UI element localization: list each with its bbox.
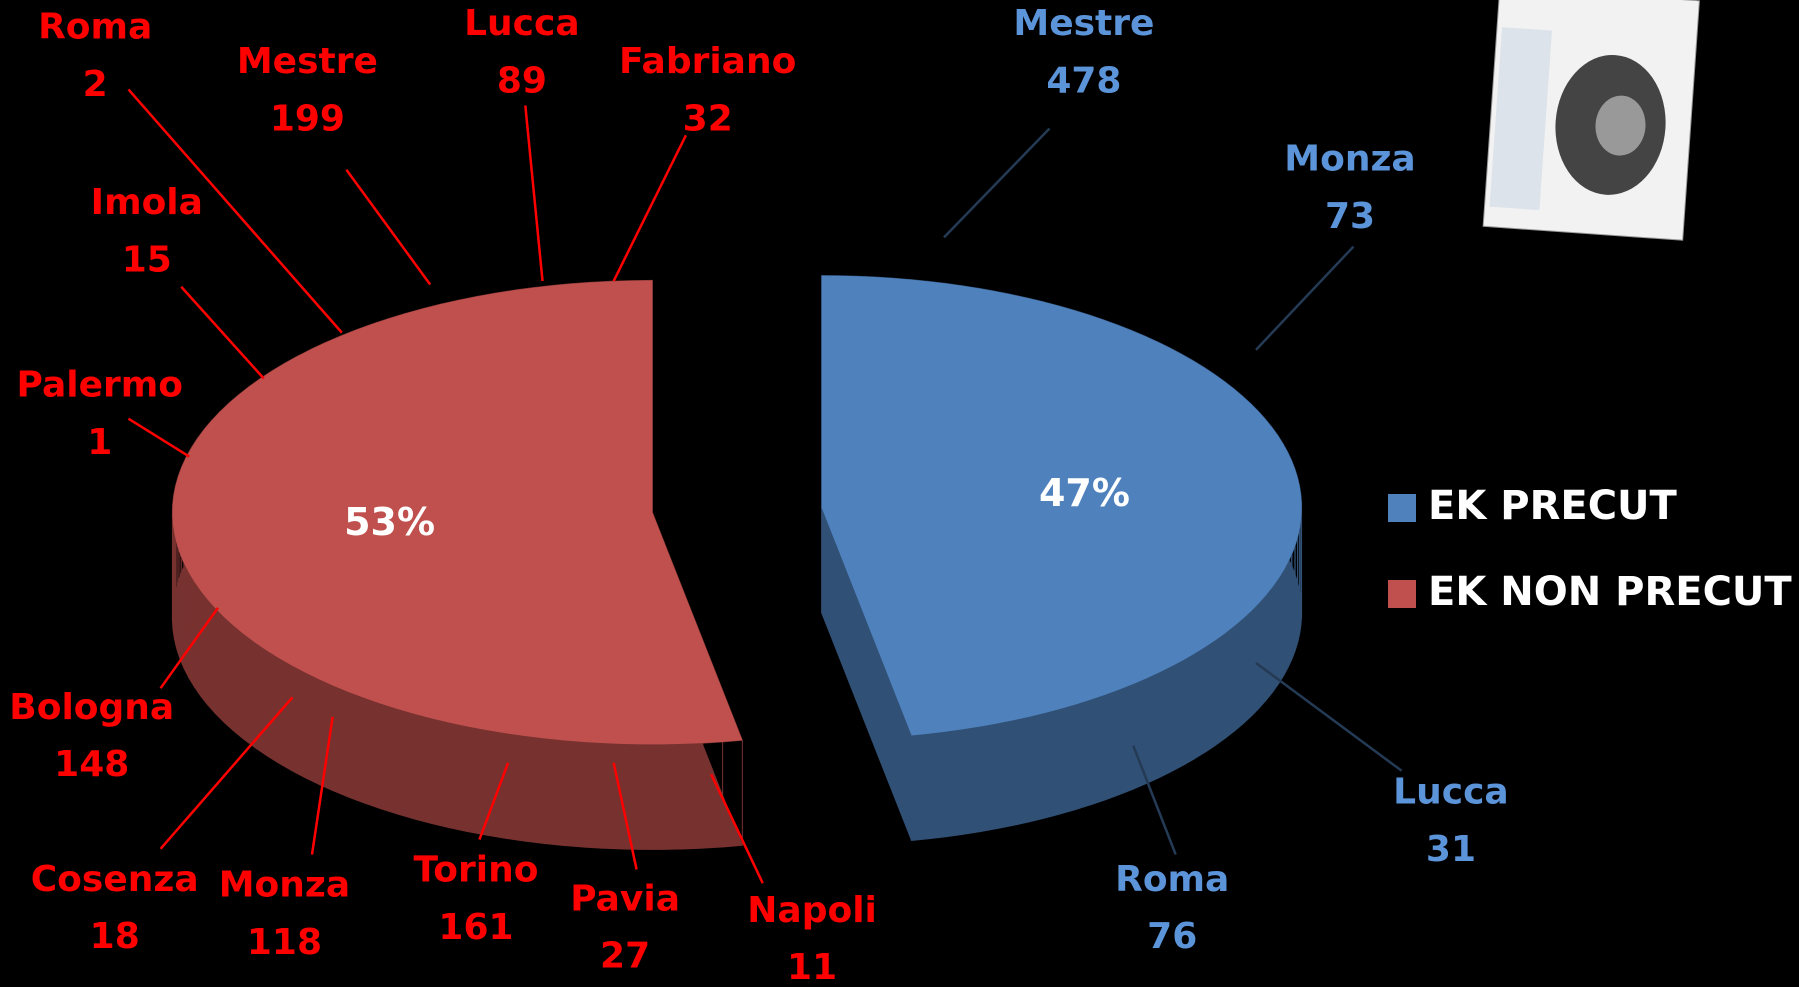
thumbnail <box>1483 0 1699 240</box>
slice-label: 53% <box>344 500 435 544</box>
annotation-value: 76 <box>1147 916 1197 957</box>
annotation-label: Cosenza <box>31 859 199 900</box>
legend-swatch <box>1388 494 1416 522</box>
annotation-value: 11 <box>787 947 837 987</box>
annotation-value: 73 <box>1325 196 1375 237</box>
legend-label: EK PRECUT <box>1428 483 1678 529</box>
annotation-value: 199 <box>270 98 345 139</box>
annotation-value: 1 <box>87 422 112 463</box>
annotation-label: Roma <box>38 7 152 48</box>
annotation-label: Napoli <box>747 890 877 931</box>
annotation-label: Mestre <box>237 41 378 82</box>
annotation-value: 15 <box>122 240 172 281</box>
annotation-value: 161 <box>438 907 513 948</box>
annotation-label: Palermo <box>17 365 183 406</box>
annotation-value: 2 <box>83 64 108 105</box>
annotation-value: 18 <box>90 916 140 957</box>
annotation-value: 478 <box>1046 61 1121 102</box>
annotation-value: 31 <box>1426 829 1476 870</box>
annotation-label: Torino <box>414 850 539 891</box>
annotation-value: 118 <box>247 922 322 963</box>
annotation-label: Fabriano <box>619 41 796 82</box>
slice-label: 47% <box>1039 471 1130 515</box>
annotation-label: Pavia <box>570 878 680 919</box>
legend-swatch <box>1388 580 1416 608</box>
chart: 47% 53% EK PRECUT EK NON PRECUT Roma 2 Mestre 1… <box>0 0 1799 987</box>
annotation-label: Lucca <box>1393 772 1509 813</box>
annotation-value: 27 <box>600 936 650 977</box>
annotation-value: 32 <box>683 98 733 139</box>
annotation-label: Monza <box>219 865 350 906</box>
annotation-label: Roma <box>1115 859 1229 900</box>
annotation-value: 148 <box>54 744 129 785</box>
annotation-label: Imola <box>91 182 203 223</box>
annotation-label: Bologna <box>9 687 174 728</box>
legend-label: EK NON PRECUT <box>1428 569 1792 615</box>
annotation-label: Lucca <box>464 3 580 44</box>
annotation-label: Mestre <box>1013 3 1154 44</box>
annotation-label: Monza <box>1284 139 1415 180</box>
annotation-value: 89 <box>497 61 547 102</box>
